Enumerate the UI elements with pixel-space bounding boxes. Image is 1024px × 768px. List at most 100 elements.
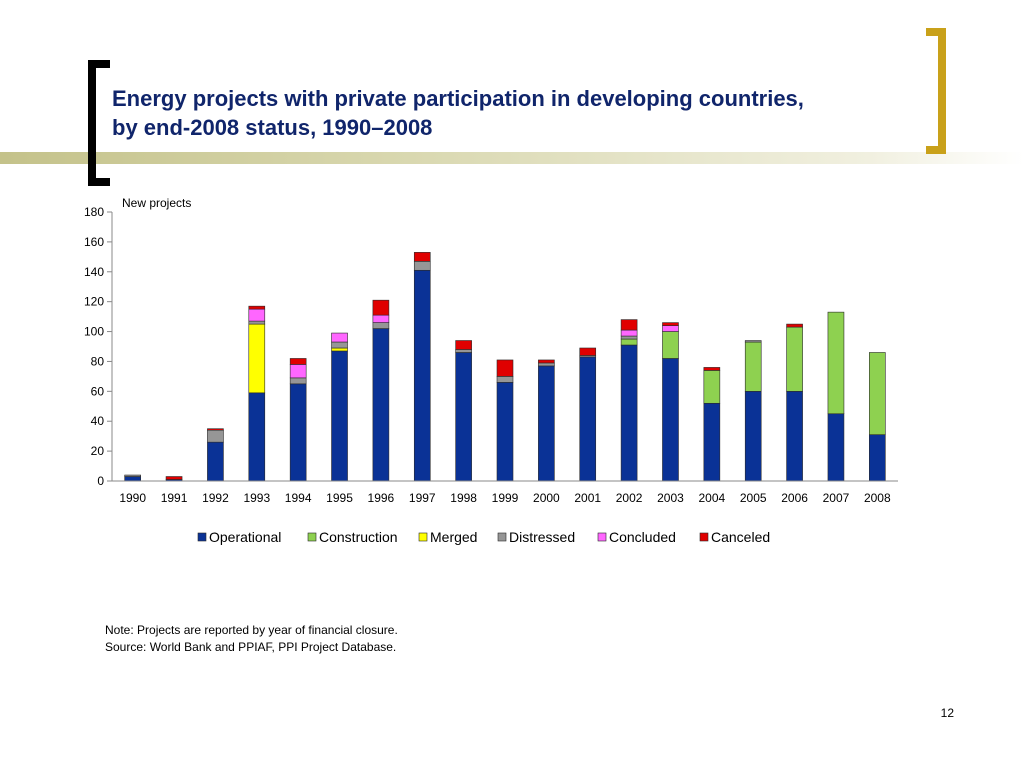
bar-segment-canceled [538, 359, 555, 364]
bar-segment-operational [744, 391, 762, 482]
page-number: 12 [940, 706, 954, 720]
bar-segment-distressed [289, 377, 307, 385]
bar-segment-operational [827, 413, 845, 482]
bar-segment-operational [413, 269, 431, 482]
bar-segment-distressed [455, 349, 472, 353]
y-tick-label: 60 [91, 384, 105, 398]
bar-segment-operational [289, 383, 307, 482]
bar-segment-canceled [620, 319, 638, 331]
bar-segment-merged [331, 347, 348, 352]
legend-swatch-canceled [699, 532, 709, 542]
title-line-2: by end-2008 status, 1990–2008 [112, 115, 433, 140]
x-tick-label: 2007 [823, 491, 850, 505]
decorative-band [0, 152, 1024, 164]
bar-segment-canceled [786, 323, 803, 328]
x-tick-label: 2004 [698, 491, 725, 505]
bars [124, 252, 886, 482]
bar-segment-operational [496, 382, 514, 482]
bar-segment-construction [662, 331, 679, 359]
x-tick-label: 1991 [161, 491, 188, 505]
bar-segment-canceled [289, 358, 307, 365]
left-bracket-decoration [88, 60, 110, 186]
bar-segment-operational [579, 356, 597, 482]
bar-segment-canceled [165, 476, 183, 480]
legend: Operational Construction Merged Distressed C… [197, 529, 770, 545]
bar-segment-distressed [538, 362, 555, 367]
bar-segment-distressed [620, 335, 638, 340]
bar-segment-operational [538, 365, 555, 482]
y-tick-label: 80 [91, 354, 105, 368]
y-tick-label: 40 [91, 414, 105, 428]
bar-segment-operational [662, 358, 679, 482]
x-axis: 1990 1991 1992 1993 1994 1995 1996 1997 1998 1999… [112, 480, 898, 505]
y-tick-label: 20 [91, 444, 105, 458]
bar-segment-operational [786, 391, 803, 482]
bar-segment-canceled [372, 299, 390, 316]
bar-segment-distressed [207, 429, 224, 443]
bar-segment-construction [744, 341, 762, 392]
x-tick-label: 2000 [533, 491, 560, 505]
bar-segment-canceled [207, 428, 224, 431]
bar-segment-concluded [620, 329, 638, 337]
bar-segment-canceled [579, 347, 597, 356]
y-tick-label: 100 [84, 325, 104, 339]
bar-segment-concluded [331, 332, 348, 343]
legend-label-construction: Construction [319, 529, 398, 545]
y-tick-label: 140 [84, 265, 104, 279]
legend-swatch-operational [197, 532, 207, 542]
note-text: Note: Projects are reported by year of f… [105, 623, 398, 637]
legend-swatch-distressed [497, 532, 507, 542]
y-tick-label: 0 [97, 474, 104, 488]
x-tick-label: 2008 [864, 491, 891, 505]
bar-segment-construction [620, 338, 638, 346]
legend-label-concluded: Concluded [609, 529, 676, 545]
bar-segment-construction [786, 326, 803, 392]
x-tick-label: 1990 [119, 491, 146, 505]
bar-segment-concluded [372, 314, 390, 323]
x-tick-label: 2005 [740, 491, 767, 505]
bar-segment-concluded [248, 308, 266, 322]
bar-segment-distressed [372, 322, 390, 329]
legend-label-merged: Merged [430, 529, 477, 545]
x-tick-label: 1997 [409, 491, 436, 505]
x-tick-label: 1999 [492, 491, 519, 505]
bar-segment-concluded [662, 325, 679, 332]
y-tick-label: 120 [84, 295, 104, 309]
bar-segment-operational [248, 392, 266, 482]
bar-segment-canceled [662, 322, 679, 326]
x-tick-label: 1996 [368, 491, 395, 505]
bar-segment-operational [620, 344, 638, 482]
x-tick-label: 2001 [574, 491, 601, 505]
legend-label-canceled: Canceled [711, 529, 770, 545]
x-tick-label: 1998 [450, 491, 477, 505]
bar-segment-construction [827, 311, 845, 415]
bar-segment-operational [124, 476, 141, 482]
bar-segment-distressed [248, 320, 266, 325]
bar-segment-construction [869, 352, 886, 435]
bar-segment-construction [703, 370, 721, 404]
bar-segment-canceled [496, 359, 514, 377]
x-tick-label: 1994 [285, 491, 312, 505]
source-text: Source: World Bank and PPIAF, PPI Projec… [105, 640, 397, 654]
bar-segment-canceled [455, 340, 472, 350]
x-tick-label: 2006 [781, 491, 808, 505]
bar-segment-operational [455, 352, 472, 482]
legend-label-operational: Operational [209, 529, 281, 545]
bar-segment-distressed [331, 341, 348, 349]
x-tick-label: 2003 [657, 491, 684, 505]
bar-segment-distressed [744, 340, 762, 343]
x-tick-label: 2002 [616, 491, 643, 505]
legend-swatch-concluded [597, 532, 607, 542]
y-axis-title: New projects [122, 196, 191, 210]
bar-segment-canceled [248, 305, 266, 310]
left-bracket-stem [88, 152, 96, 164]
x-tick-label: 1993 [243, 491, 270, 505]
bar-segment-distressed [124, 474, 141, 477]
bar-segment-operational [372, 328, 390, 482]
bar-segment-canceled [703, 367, 721, 371]
bar-segment-operational [869, 434, 886, 482]
right-bracket-decoration [926, 28, 946, 154]
y-axis: 0 20 40 60 80 100 120 140 160 180 [84, 205, 113, 488]
title-line-1: Energy projects with private participati… [112, 86, 804, 111]
bar-segment-distressed [496, 376, 514, 383]
